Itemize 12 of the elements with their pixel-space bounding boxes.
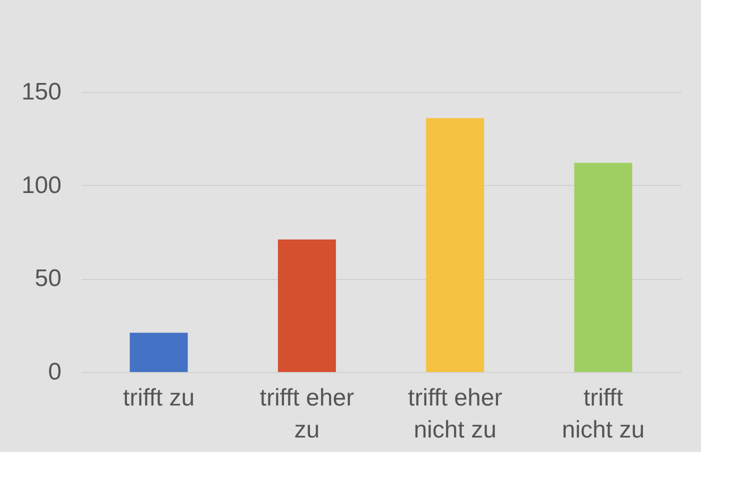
x-tick-label: trifft zu bbox=[122, 384, 195, 412]
bar bbox=[426, 118, 484, 372]
bar bbox=[574, 162, 632, 372]
bar bbox=[130, 332, 188, 372]
y-tick-label: 100 bbox=[21, 172, 62, 199]
y-tick-label: 0 bbox=[48, 358, 62, 386]
bar bbox=[278, 239, 336, 372]
y-tick-label: 50 bbox=[34, 265, 62, 292]
x-tick-label: trifft eher nicht zu bbox=[408, 384, 502, 444]
x-tick-label: trifft nicht zu bbox=[562, 384, 645, 444]
y-tick-label: 150 bbox=[21, 78, 62, 106]
x-tick-label: trifft eher zu bbox=[260, 384, 354, 444]
